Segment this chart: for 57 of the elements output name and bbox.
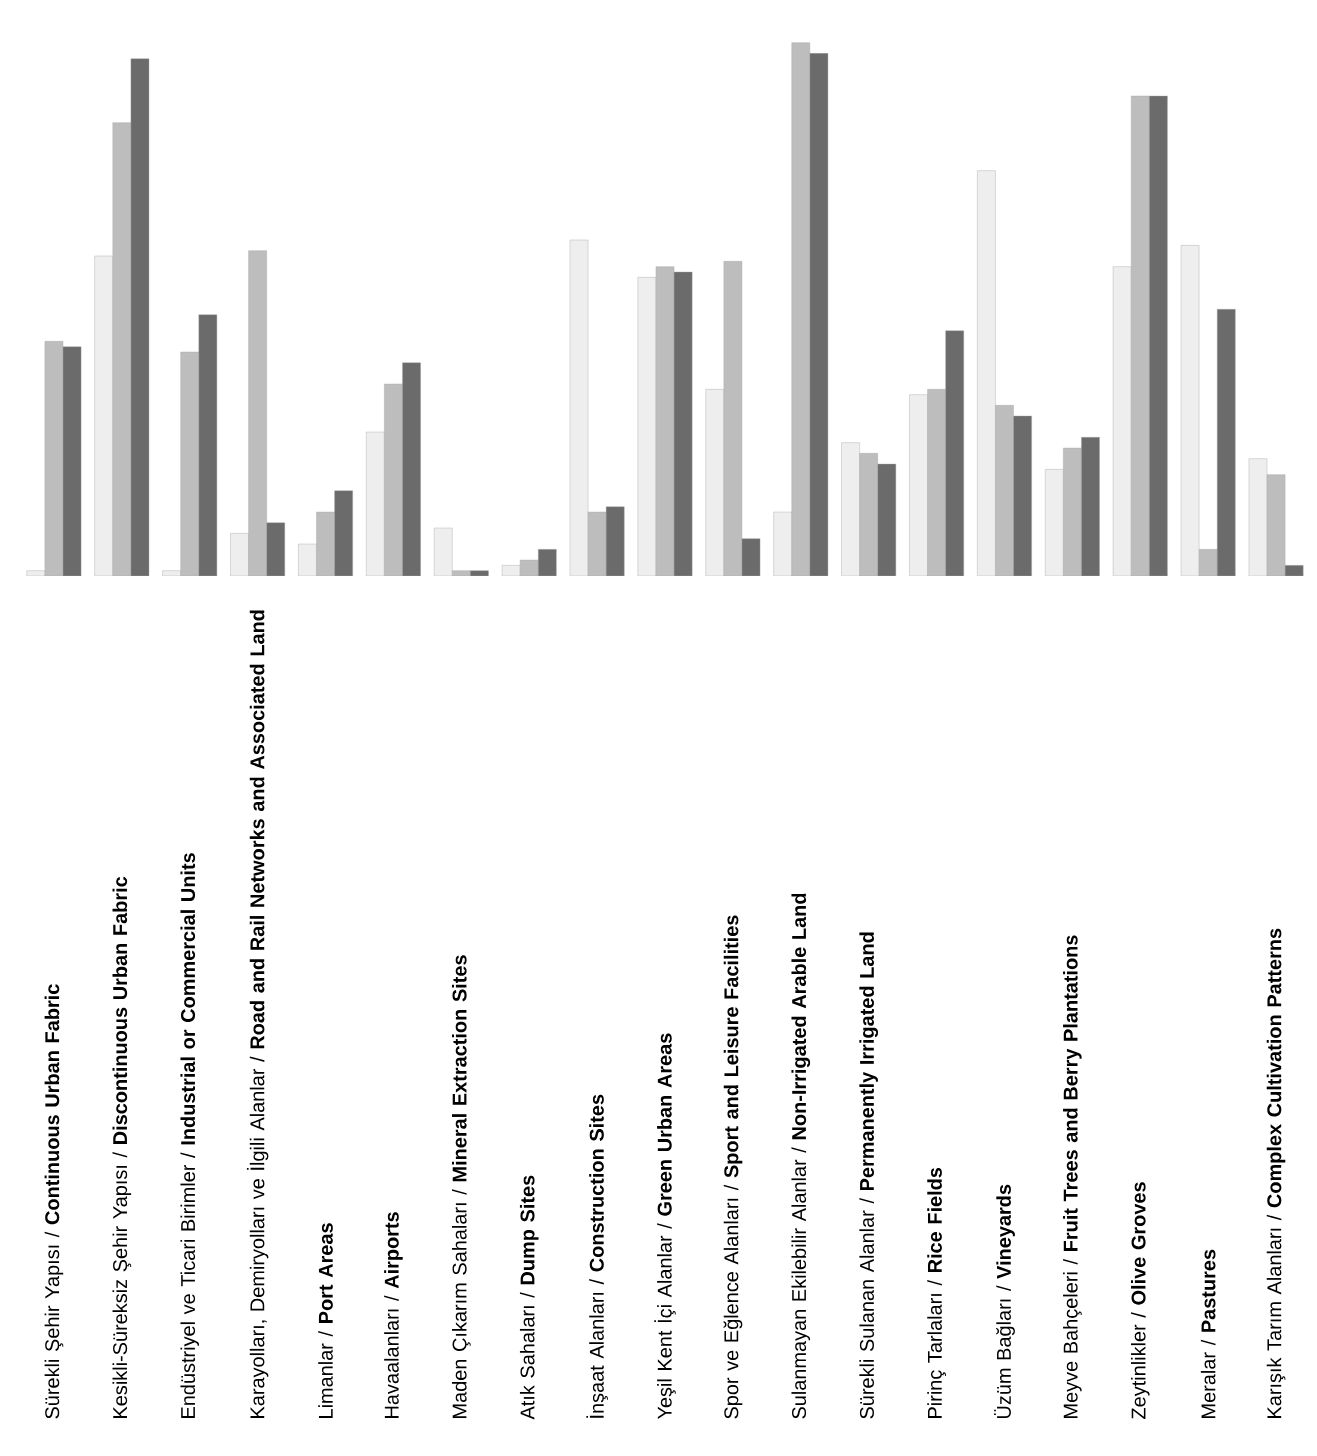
- bar: [945, 330, 964, 576]
- x-tick-label: Meralar / Pastures: [1200, 1249, 1216, 1418]
- x-tick-label: Endüstriyel ve Ticari Birimler / Industrial or Commercial Units: [180, 853, 200, 1418]
- bar: [1013, 416, 1032, 576]
- bar: [1131, 95, 1150, 576]
- x-tick-label: Yeşil Kent İçi Alanlar / Green Urban Areas: [654, 1033, 676, 1420]
- bar: [909, 394, 928, 576]
- bar: [334, 490, 353, 576]
- bar: [316, 512, 335, 576]
- x-tick-label: Zeytinlikler / Olive Groves: [1130, 1182, 1150, 1419]
- bar: [723, 261, 742, 576]
- bar: [248, 250, 267, 576]
- bar: [1081, 437, 1100, 576]
- x-tick-label: Sürekli Şehir Yapısı / Continuous Urban Fabric: [44, 984, 64, 1419]
- x-tick-label: Meyve Bahçeleri / Fruit Trees and Berry Plantations: [1063, 935, 1082, 1418]
- bar: [809, 53, 828, 576]
- bar: [384, 384, 403, 576]
- x-tick-label: Pirinç Tarlaları / Rice Fields: [927, 1167, 946, 1418]
- x-tick-label: Karayolları, Demiryolları ve İlgili Alanlar / Road and Rail Networks and Associated Land: [246, 610, 269, 1418]
- bar: [841, 442, 860, 576]
- x-tick-label: Maden Çıkarım Sahaları / Mineral Extraction Sites: [451, 955, 471, 1418]
- bar: [588, 512, 607, 576]
- bar: [977, 170, 996, 576]
- bar: [705, 389, 724, 576]
- bar: [927, 389, 946, 576]
- bar: [1217, 309, 1236, 576]
- bar: [791, 42, 810, 576]
- x-tick-label: İnşaat Alanları / Construction Sites: [586, 1094, 608, 1418]
- x-tick-label: Kesikli-Süreksiz Şehir Yapısı / Discontinuous Urban Fabric: [112, 876, 132, 1418]
- bar: [674, 272, 693, 576]
- bar: [637, 277, 656, 576]
- bar: [366, 432, 385, 576]
- x-tick-label: Limanlar / Port Areas: [318, 1223, 333, 1418]
- x-tick-label: Spor ve Eğlence Alanları / Sport and Leisure Facilities: [723, 915, 743, 1419]
- x-tick-label: Atık Sahaları / Dump Sites: [519, 1175, 539, 1420]
- x-tick-label: Sulanmayan Ekilebilir Alanlar / Non-Irrigated Arable Land: [791, 893, 811, 1419]
- x-tick-label: Sürekli Sulanan Alanlar / Permanently Irrigated Land: [859, 932, 879, 1419]
- bar: [773, 512, 792, 576]
- x-tick-label: Karışık Tarım Alanları / Complex Cultivation Patterns: [1266, 928, 1286, 1418]
- bar: [1113, 266, 1132, 576]
- bar: [1149, 95, 1168, 576]
- bar: [94, 256, 113, 576]
- bar: [1063, 448, 1082, 576]
- bar: [434, 528, 453, 576]
- bar: [1045, 469, 1064, 576]
- bar: [266, 522, 285, 576]
- bar: [112, 122, 131, 576]
- bar: [877, 464, 896, 576]
- bar: [859, 453, 878, 576]
- bar: [230, 533, 249, 576]
- bar: [995, 405, 1014, 576]
- bar: [402, 362, 421, 576]
- bar: [606, 506, 625, 576]
- x-tick-label: Üzüm Bağları / Vineyards: [994, 1184, 1015, 1418]
- x-tick-label: Havaalanları / Airports: [384, 1212, 403, 1418]
- bar: [198, 314, 217, 576]
- bar: [180, 352, 199, 576]
